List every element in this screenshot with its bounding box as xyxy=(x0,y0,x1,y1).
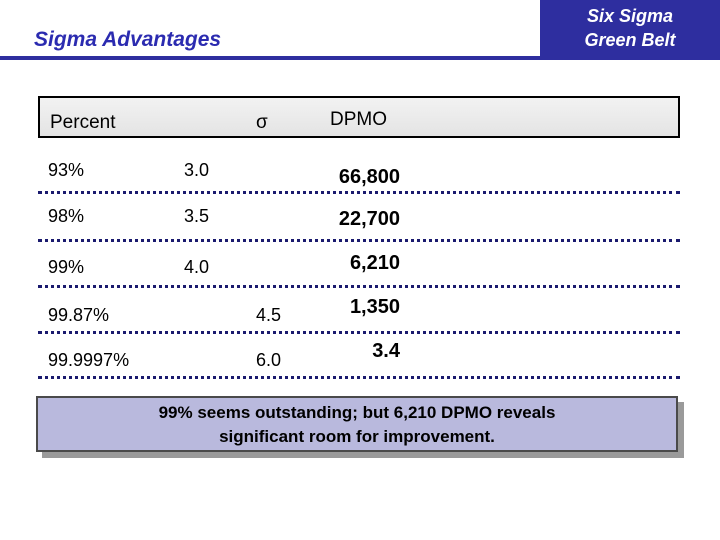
row-divider xyxy=(38,376,680,379)
sigma-cell: 6.0 xyxy=(256,350,282,370)
slide-title: Sigma Advantages xyxy=(34,28,222,51)
row-divider xyxy=(38,239,680,242)
row-divider xyxy=(38,285,680,288)
percent-cell: 98% xyxy=(48,206,85,226)
sigma-cell: 3.5 xyxy=(184,206,210,226)
percent-cell: 99.87% xyxy=(48,305,110,325)
dpmo-cell: 22,700 xyxy=(338,208,400,230)
sigma-cell: 4.5 xyxy=(256,305,282,325)
title-rule xyxy=(0,56,720,60)
percent-cell: 93% xyxy=(48,160,85,180)
course-badge: Six Sigma Green Belt xyxy=(540,0,720,60)
table-row: 98% 3.5 22,700 xyxy=(0,204,720,248)
sigma-column-header: σ xyxy=(256,112,268,133)
table-row: 93% 3.0 66,800 xyxy=(0,158,720,202)
sigma-cell: 4.0 xyxy=(184,257,210,277)
row-divider xyxy=(38,331,680,334)
callout-box: 99% seems outstanding; but 6,210 DPMO re… xyxy=(36,396,678,452)
badge-line-2: Green Belt xyxy=(584,30,676,50)
dpmo-cell: 66,800 xyxy=(338,166,400,188)
dpmo-cell: 3.4 xyxy=(372,340,400,362)
percent-cell: 99.9997% xyxy=(48,350,130,370)
dpmo-cell: 1,350 xyxy=(349,296,400,318)
callout-line-2: significant room for improvement. xyxy=(219,427,495,446)
badge-line-1: Six Sigma xyxy=(586,6,674,26)
table-row: 99% 4.0 6,210 xyxy=(0,252,720,296)
callout-line-1: 99% seems outstanding; but 6,210 DPMO re… xyxy=(158,403,556,422)
table-row: 99.87% 4.5 1,350 xyxy=(0,296,720,340)
dpmo-cell: 6,210 xyxy=(349,252,400,274)
table-header: Percent σ DPMO xyxy=(38,96,680,138)
sigma-cell: 3.0 xyxy=(184,160,210,180)
row-divider xyxy=(38,191,680,194)
table-row: 99.9997% 6.0 3.4 xyxy=(0,340,720,384)
percent-column-header: Percent xyxy=(50,112,116,133)
percent-cell: 99% xyxy=(48,257,85,277)
dpmo-column-header: DPMO xyxy=(330,109,387,130)
